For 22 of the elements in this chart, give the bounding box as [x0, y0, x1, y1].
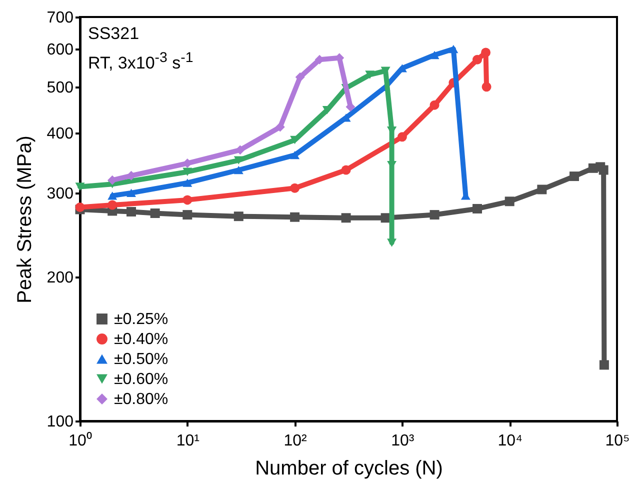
y-tick-label: 400	[46, 126, 74, 143]
y-tick-label: 200	[46, 270, 74, 287]
y-tick-label: 500	[46, 79, 74, 96]
y-axis-title: Peak Stress (MPa)	[14, 136, 36, 304]
legend-label: ±0.25%	[114, 311, 168, 328]
y-tick-label: 600	[46, 42, 74, 59]
legend-label: ±0.80%	[114, 391, 168, 408]
x-tick-label: 10¹	[176, 432, 200, 450]
x-tick-label: 10²	[284, 432, 308, 450]
x-tick-label: 10³	[391, 432, 415, 450]
legend-label: ±0.50%	[114, 351, 168, 368]
y-tick-label: 100	[46, 414, 74, 430]
legend-label: ±0.60%	[114, 371, 168, 388]
x-axis-title: Number of cycles (N)	[255, 458, 443, 480]
legend-label: ±0.40%	[114, 331, 168, 348]
annotation: RT, 3x10$^{-3}$ s$^{-1}$	[88, 49, 194, 75]
x-tick-label: 10⁴	[498, 432, 523, 450]
x-tick-label: 10⁰	[68, 432, 92, 450]
y-tick-label: 700	[46, 10, 74, 26]
y-tick-label: 300	[46, 185, 74, 202]
annotation: SS321	[88, 23, 140, 45]
x-tick-label: 10⁵	[605, 432, 630, 450]
